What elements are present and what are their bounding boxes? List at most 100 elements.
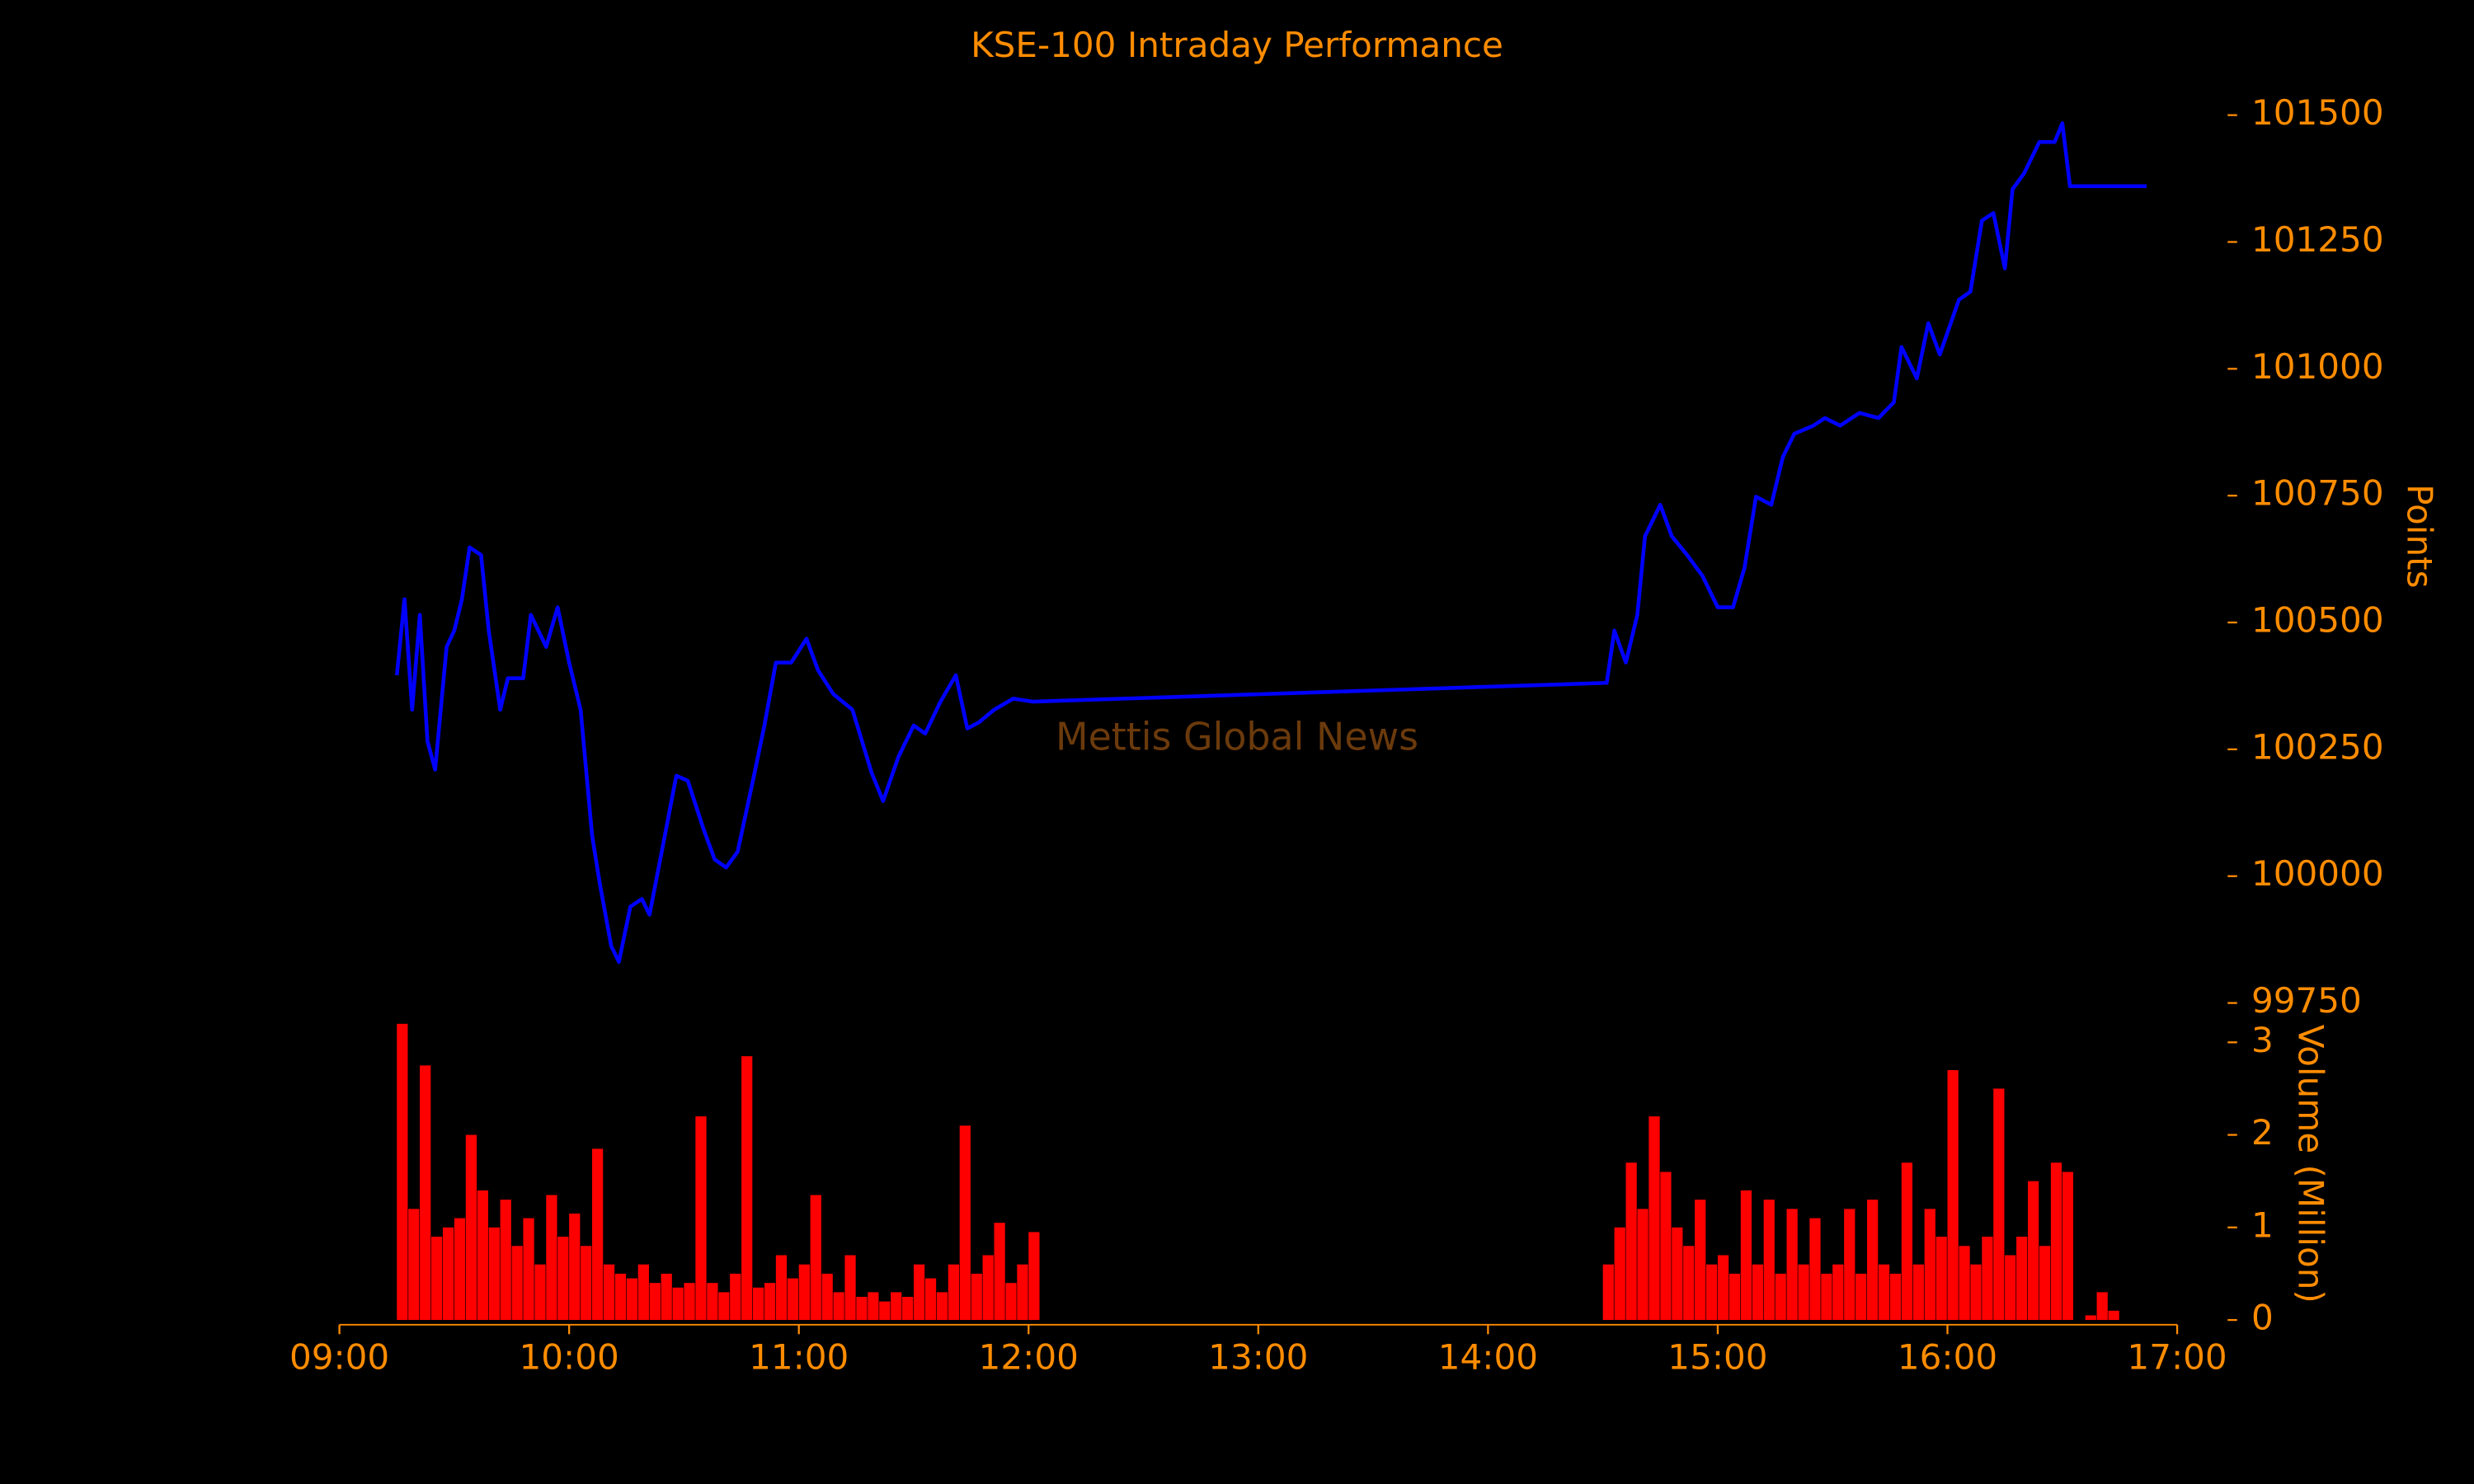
volume-bar xyxy=(1028,1232,1040,1321)
volume-bar xyxy=(752,1287,764,1321)
y2-tick-label: 0 xyxy=(2251,1298,2274,1338)
y2-tick-label: 1 xyxy=(2251,1205,2274,1245)
volume-bar xyxy=(1993,1088,2005,1321)
volume-bar xyxy=(1924,1209,1935,1321)
volume-bar xyxy=(856,1296,868,1321)
volume-bar xyxy=(1901,1162,1913,1321)
x-tick-label: 12:00 xyxy=(979,1336,1079,1377)
y-tick-label: 101500 xyxy=(2251,92,2384,133)
volume-bar xyxy=(2027,1181,2039,1321)
volume-bar xyxy=(1821,1273,1832,1321)
volume-bar xyxy=(924,1278,937,1321)
volume-bar xyxy=(959,1125,971,1321)
volume-bar xyxy=(1672,1227,1683,1321)
volume-bar xyxy=(1775,1273,1786,1321)
volume-bar xyxy=(902,1296,914,1321)
volume-bar xyxy=(465,1134,477,1321)
volume-bar xyxy=(2005,1255,2016,1321)
volume-bar xyxy=(454,1218,466,1321)
volume-bar xyxy=(1798,1264,1809,1321)
volume-bar xyxy=(557,1237,569,1321)
volume-bar xyxy=(868,1292,879,1321)
volume-bar xyxy=(581,1246,592,1321)
volume-bar xyxy=(982,1255,994,1321)
volume-bar xyxy=(672,1287,684,1321)
volume-bar xyxy=(1660,1172,1672,1321)
volume-bar xyxy=(1017,1264,1028,1321)
volume-bar xyxy=(798,1264,810,1321)
volume-bar xyxy=(1602,1264,1614,1321)
volume-bar xyxy=(2085,1315,2096,1321)
volume-bar xyxy=(1935,1237,1947,1321)
volume-bar xyxy=(1832,1264,1844,1321)
volume-bar xyxy=(442,1227,454,1321)
volume-bar xyxy=(1786,1209,1798,1321)
volume-bar xyxy=(1947,1069,1959,1321)
volume-bar xyxy=(1637,1209,1649,1321)
volume-bar xyxy=(477,1190,488,1321)
volume-bar xyxy=(523,1218,534,1321)
y2-tick-label: 3 xyxy=(2251,1020,2274,1060)
volume-bar xyxy=(1844,1209,1856,1321)
y-tick-label: 100250 xyxy=(2251,726,2384,767)
volume-bar xyxy=(1970,1264,1982,1321)
volume-bar xyxy=(569,1213,581,1321)
volume-bar xyxy=(591,1148,604,1321)
volume-bar xyxy=(891,1292,902,1321)
volume-bar xyxy=(661,1273,672,1321)
volume-bar xyxy=(695,1116,707,1321)
volume-bar xyxy=(936,1292,948,1321)
volume-bar xyxy=(971,1273,982,1321)
volume-bar xyxy=(1763,1200,1775,1321)
x-tick-label: 09:00 xyxy=(289,1336,389,1377)
volume-bar xyxy=(500,1200,511,1321)
volume-bar xyxy=(994,1223,1005,1321)
volume-bar xyxy=(1729,1273,1741,1321)
volume-bar xyxy=(546,1195,557,1321)
price-line xyxy=(394,121,2147,965)
y-tick-label: 101250 xyxy=(2251,219,2384,260)
volume-bar xyxy=(637,1264,649,1321)
volume-bar xyxy=(534,1264,546,1321)
y-tick-label: 99750 xyxy=(2251,980,2362,1021)
volume-bar xyxy=(775,1255,788,1321)
volume-bar xyxy=(1649,1116,1660,1321)
volume-bar xyxy=(1912,1264,1924,1321)
volume-bar xyxy=(2096,1292,2108,1321)
volume-bar xyxy=(1889,1273,1902,1321)
volume-bar xyxy=(1695,1200,1706,1321)
volume-bar xyxy=(810,1195,821,1321)
volume-bar xyxy=(707,1283,718,1321)
volume-bar xyxy=(408,1209,420,1321)
x-tick-label: 14:00 xyxy=(1438,1336,1538,1377)
volume-bar xyxy=(1867,1200,1879,1321)
y-axis-label: Points xyxy=(2399,484,2439,588)
volume-bar xyxy=(420,1065,431,1321)
volume-bar xyxy=(1625,1162,1637,1321)
volume-bar xyxy=(1809,1218,1821,1321)
volume-bar xyxy=(1005,1283,1017,1321)
volume-bar xyxy=(787,1278,799,1321)
volume-bar xyxy=(1683,1246,1695,1321)
volume-bar xyxy=(741,1056,753,1321)
volume-bar xyxy=(833,1292,844,1321)
volume-bar xyxy=(1740,1190,1752,1321)
chart-title: KSE-100 Intraday Performance xyxy=(971,25,1503,65)
volume-bar xyxy=(2108,1310,2119,1321)
volume-bar xyxy=(1752,1264,1763,1321)
volume-bar xyxy=(626,1278,638,1321)
volume-bar xyxy=(1706,1264,1718,1321)
y2-tick-label: 2 xyxy=(2251,1112,2274,1153)
volume-bar xyxy=(649,1283,661,1321)
y2-axis-label: Volume (Million) xyxy=(2290,1025,2331,1303)
volume-bar xyxy=(397,1023,408,1321)
watermark: Mettis Global News xyxy=(1056,715,1418,759)
x-tick-label: 11:00 xyxy=(749,1336,849,1377)
volume-bar xyxy=(684,1283,695,1321)
volume-bar xyxy=(913,1264,925,1321)
volume-bar xyxy=(821,1273,833,1321)
volume-bar xyxy=(2062,1172,2074,1321)
volume-bar xyxy=(488,1227,500,1321)
volume-bar xyxy=(879,1301,891,1321)
